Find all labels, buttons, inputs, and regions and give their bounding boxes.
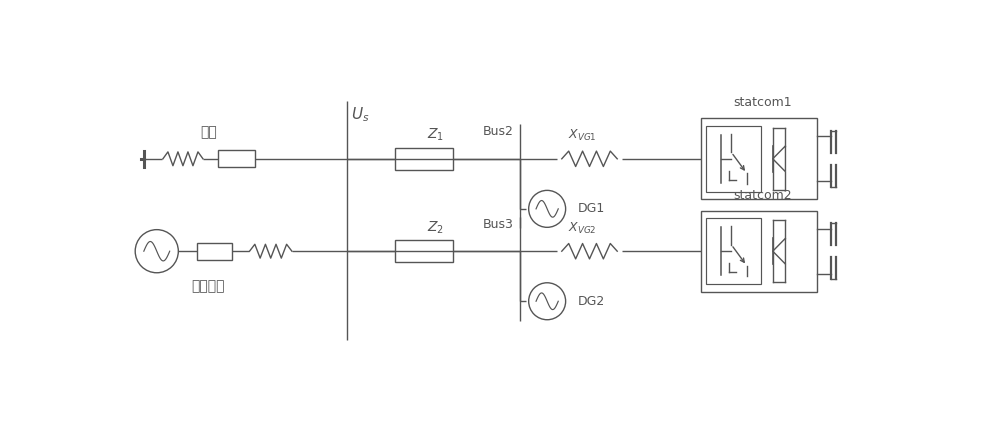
Text: $X_{VG1}$: $X_{VG1}$ <box>568 128 596 143</box>
Text: $Z_2$: $Z_2$ <box>427 219 444 236</box>
Bar <box>706 218 761 284</box>
Bar <box>701 119 817 199</box>
Text: $Z_1$: $Z_1$ <box>427 127 444 143</box>
Text: statcom1: statcom1 <box>733 96 792 109</box>
Text: 负荷: 负荷 <box>200 125 217 139</box>
Text: DG1: DG1 <box>578 202 605 215</box>
Text: $U_s$: $U_s$ <box>351 105 369 124</box>
Bar <box>395 148 453 170</box>
Text: $X_{VG2}$: $X_{VG2}$ <box>568 221 596 236</box>
Text: 配电系统: 配电系统 <box>192 279 225 293</box>
Bar <box>706 126 761 192</box>
Text: statcom2: statcom2 <box>733 189 792 201</box>
Text: Bus2: Bus2 <box>483 125 514 139</box>
Text: DG2: DG2 <box>578 295 605 308</box>
Text: Bus3: Bus3 <box>483 218 514 231</box>
Bar <box>218 150 255 167</box>
Bar <box>701 211 817 292</box>
Bar <box>395 241 453 262</box>
Bar <box>197 243 232 260</box>
